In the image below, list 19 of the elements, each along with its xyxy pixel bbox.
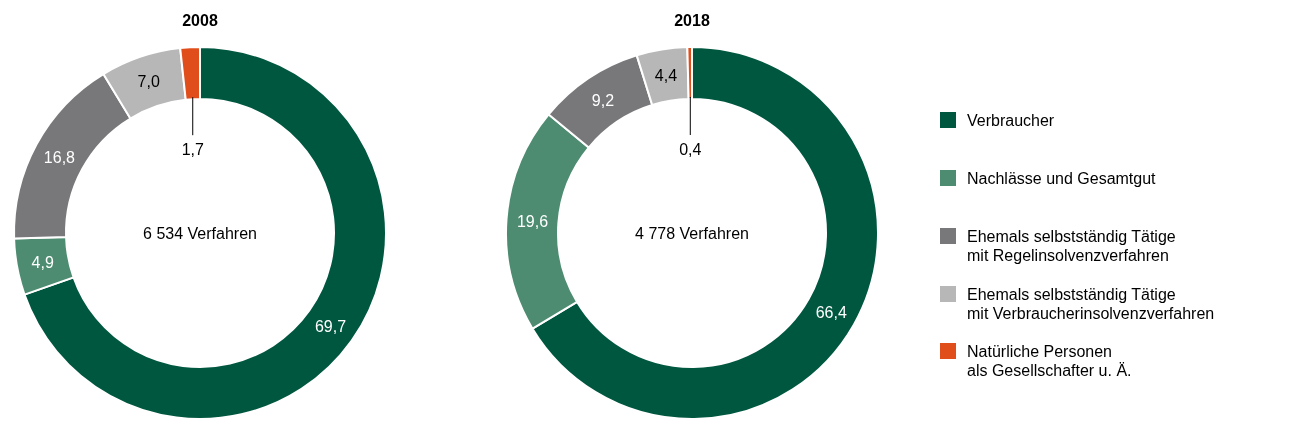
legend-label: Verbraucher	[967, 112, 1055, 129]
legend-label: Ehemals selbstständig Tätige mit Verbraucherinsolvenzverfahren	[967, 286, 1215, 322]
data-label: 9,2	[591, 92, 615, 110]
data-label: 16,8	[43, 148, 76, 166]
data-label: 4,4	[654, 67, 678, 85]
data-label: 0,4	[679, 141, 702, 159]
legend-label: Nachlässe und Gesamtgut	[967, 170, 1157, 187]
chart-title: 2008	[182, 12, 218, 29]
data-label: 19,6	[516, 212, 549, 230]
legend-label: Ehemals selbstständig Tätige mit Regelinsolvenzverfahren	[967, 228, 1176, 264]
data-label: 69,7	[314, 317, 347, 335]
data-label: 7,0	[137, 73, 160, 91]
data-label: 4,9	[31, 254, 54, 272]
data-label: 66,4	[815, 303, 847, 321]
text: 4 778 Verfahren	[635, 225, 749, 242]
chart-title: 2018	[674, 12, 710, 29]
text: 6 534 Verfahren	[143, 225, 257, 242]
data-label: 1,7	[181, 141, 204, 159]
legend-label: Natürliche Personen als Gesellschafter u. Ä.	[967, 343, 1132, 379]
